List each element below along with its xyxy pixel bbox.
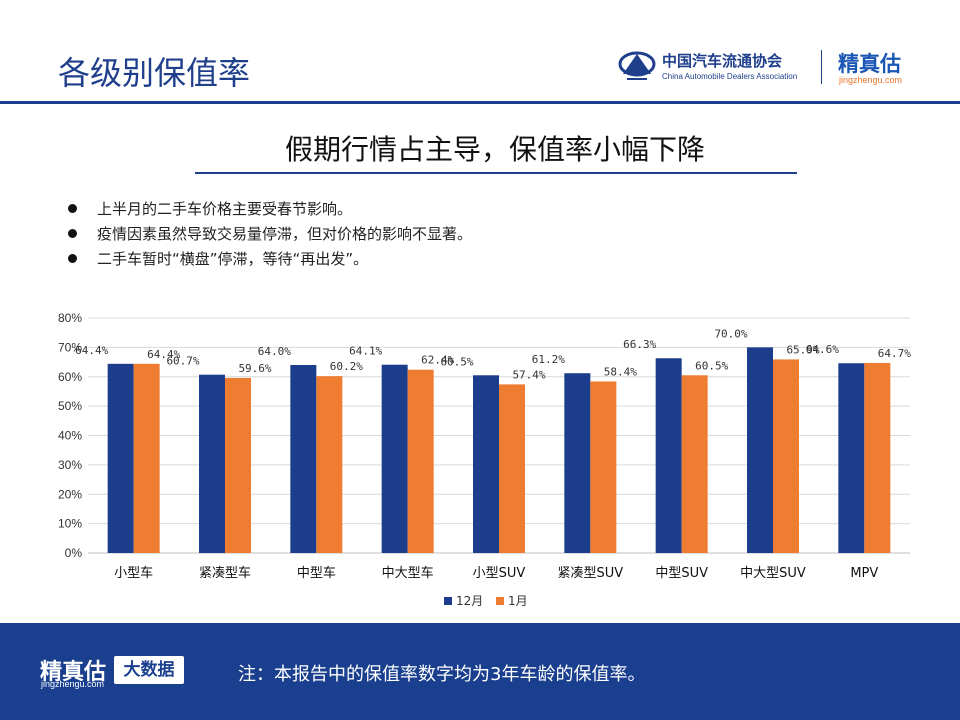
data-label: 66.3% <box>623 338 656 351</box>
bar-1月 <box>316 376 343 553</box>
y-tick-label: 80% <box>58 311 82 325</box>
data-label: 57.4% <box>512 368 545 381</box>
data-label: 61.2% <box>532 353 565 366</box>
big-data-badge: 大数据 <box>114 656 184 684</box>
data-label: 58.4% <box>604 365 637 378</box>
bar-1月 <box>407 369 434 553</box>
legend-label: 1月 <box>508 594 528 608</box>
y-tick-label: 0% <box>65 546 83 560</box>
data-label: 60.2% <box>330 360 363 373</box>
y-tick-label: 20% <box>58 487 82 501</box>
bar-1月 <box>773 359 799 553</box>
data-label: 64.1% <box>349 345 382 358</box>
bar-12月 <box>199 374 225 553</box>
bar-12月 <box>655 358 682 553</box>
data-label: 65.9% <box>786 343 819 356</box>
bar-1月 <box>864 362 891 553</box>
data-label: 60.5% <box>440 355 473 368</box>
data-label: 60.7% <box>166 355 199 368</box>
data-label: 64.4% <box>147 348 180 361</box>
bar-1月 <box>499 384 525 553</box>
bullet-item: 二手车暂时“横盘”停滞，等待“再出发”。 <box>68 247 472 272</box>
footer-note: 注：本报告中的保值率数字均为3年车龄的保值率。 <box>238 664 646 685</box>
bar-12月 <box>747 347 773 553</box>
y-tick-label: 10% <box>58 517 82 531</box>
bullet-text: 上半月的二手车价格主要受春节影响。 <box>97 200 353 218</box>
data-label: 60.5% <box>695 359 728 372</box>
data-label: 64.7% <box>878 347 911 360</box>
y-tick-label: 30% <box>58 458 82 472</box>
bar-1月 <box>681 375 708 553</box>
legend-swatch <box>444 597 452 605</box>
cada-logo-icon <box>618 51 656 80</box>
bullet-text: 疫情因素虽然导致交易量停滞，但对价格的影响不显著。 <box>97 225 473 243</box>
bar-12月 <box>838 363 865 553</box>
bar-1月 <box>133 363 160 553</box>
x-category-label: MPV <box>850 566 878 581</box>
legend-label: 12月 <box>456 594 483 608</box>
association-name: 中国汽车流通协会 <box>662 52 783 70</box>
bar-12月 <box>107 363 134 553</box>
x-category-label: 小型车 <box>114 565 153 581</box>
bar-1月 <box>225 377 251 553</box>
bullet-item: 上半月的二手车价格主要受春节影响。 <box>68 197 472 222</box>
y-tick-label: 40% <box>58 429 82 443</box>
jingzhengu-url: jingzhengu.com <box>839 75 903 85</box>
y-tick-label: 60% <box>58 370 82 384</box>
x-category-label: 中型车 <box>297 565 336 581</box>
footer-url: jingzhengu.com <box>41 679 105 689</box>
bar-12月 <box>564 373 591 553</box>
bar-12月 <box>290 365 317 553</box>
data-label: 62.4% <box>421 354 454 367</box>
bullet-list: 上半月的二手车价格主要受春节影响。 疫情因素虽然导致交易量停滞，但对价格的影响不… <box>68 197 472 272</box>
data-label: 70.0% <box>714 327 747 340</box>
bullet-text: 二手车暂时“横盘”停滞，等待“再出发”。 <box>97 250 369 268</box>
data-label: 64.0% <box>258 345 291 358</box>
headline: 假期行情占主导，保值率小幅下降 <box>284 133 705 166</box>
x-category-label: 小型SUV <box>473 566 526 581</box>
bullet-item: 疫情因素虽然导致交易量停滞，但对价格的影响不显著。 <box>68 222 472 247</box>
data-label: 64.6% <box>806 343 839 356</box>
bar-12月 <box>381 364 408 553</box>
data-label: 59.6% <box>238 362 271 375</box>
x-category-label: 紧凑型车 <box>199 565 251 581</box>
bar-chart: 0%10%20%30%40%50%60%70%80%64.4%60.7%64.0… <box>58 311 911 608</box>
headline-underline <box>195 172 797 174</box>
footer-logo: 精真估 <box>40 660 107 685</box>
page-title: 各级别保值率 <box>58 54 251 92</box>
y-tick-label: 50% <box>58 399 82 413</box>
data-label: 64.4% <box>75 344 108 357</box>
x-category-label: 中型SUV <box>655 566 708 581</box>
y-tick-label: 70% <box>58 340 82 354</box>
bullet-dot-icon <box>68 229 77 238</box>
legend-swatch <box>496 597 504 605</box>
brand-divider <box>821 50 822 84</box>
header-divider <box>0 101 960 104</box>
jingzhengu-logo: 精真估 <box>838 52 901 76</box>
x-category-label: 中大型SUV <box>740 566 806 581</box>
x-category-label: 中大型车 <box>382 565 434 581</box>
bar-12月 <box>473 375 499 553</box>
bullet-dot-icon <box>68 204 77 213</box>
bar-1月 <box>590 381 617 553</box>
x-category-label: 紧凑型SUV <box>557 566 623 581</box>
association-name-en: China Automobile Dealers Association <box>662 72 798 81</box>
bullet-dot-icon <box>68 254 77 263</box>
